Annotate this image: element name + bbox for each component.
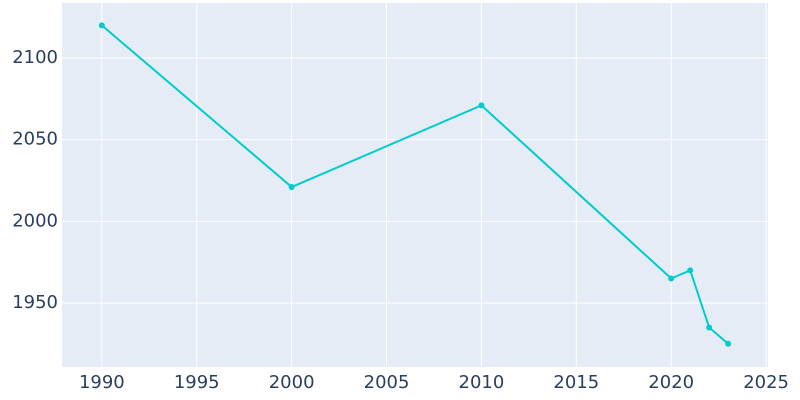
- x-tick-label: 2020: [648, 372, 694, 393]
- y-tick-label: 2100: [12, 47, 58, 68]
- point: [98, 22, 105, 29]
- point: [725, 340, 732, 347]
- point: [687, 267, 694, 274]
- point: [478, 102, 485, 109]
- x-tick-label: 2005: [364, 372, 410, 393]
- x-tick-label: 2025: [743, 372, 789, 393]
- x-tick-label: 1990: [79, 372, 125, 393]
- point: [288, 184, 295, 191]
- point: [668, 275, 675, 282]
- x-tick-label: 2015: [553, 372, 599, 393]
- point: [706, 324, 713, 331]
- y-tick-label: 1950: [12, 292, 58, 313]
- x-tick-label: 2010: [459, 372, 505, 393]
- plot-area: [62, 3, 768, 367]
- y-tick-label: 2050: [12, 129, 58, 150]
- x-tick-label: 1995: [174, 372, 220, 393]
- x-tick-label: 2000: [269, 372, 315, 393]
- y-tick-label: 2000: [12, 210, 58, 231]
